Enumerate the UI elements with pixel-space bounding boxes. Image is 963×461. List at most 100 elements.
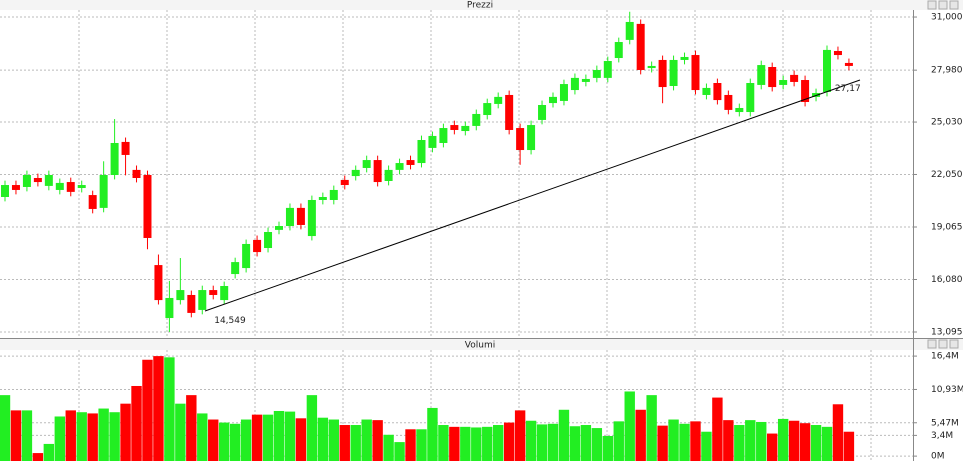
volume-bar <box>87 413 98 461</box>
volume-bar <box>21 410 33 461</box>
candle-body <box>779 80 788 85</box>
y-tick-label: 5,47M <box>931 418 959 428</box>
volume-bar <box>657 425 668 461</box>
candle-body <box>570 77 579 91</box>
candle-body <box>77 185 86 189</box>
volume-bar <box>449 426 460 461</box>
candle-body <box>647 65 656 69</box>
volume-bar <box>536 424 548 461</box>
candle-body <box>275 226 283 230</box>
volume-bar <box>635 409 646 461</box>
candle-body <box>603 61 612 78</box>
candle-body <box>55 182 64 190</box>
volume-bar <box>339 425 350 461</box>
candle-body <box>362 160 371 168</box>
volume-bar <box>416 429 427 461</box>
volume-bar <box>208 419 219 461</box>
volume-bar <box>306 395 318 461</box>
volume-bar <box>32 453 44 461</box>
y-tick-label: 10,93M <box>931 385 963 395</box>
candle-body <box>318 196 327 200</box>
candle-body <box>220 286 229 301</box>
volume-bar <box>723 420 734 461</box>
volume-bar <box>788 420 800 461</box>
y-tick-label: 3,4M <box>931 431 953 441</box>
minimize-button[interactable] <box>927 0 937 10</box>
candle-body <box>242 243 251 269</box>
candle-body <box>483 103 492 116</box>
candle-body <box>801 80 810 103</box>
volume-bar <box>328 419 339 461</box>
candle-body <box>11 185 20 190</box>
candle-body <box>505 94 514 130</box>
candle-body <box>450 125 459 130</box>
volume-bar <box>602 435 613 461</box>
volume-bar <box>295 418 307 461</box>
y-tick-label: 0M <box>931 452 945 461</box>
volume-bar <box>832 404 844 461</box>
volume-bar <box>98 408 109 461</box>
close-button[interactable] <box>949 339 959 349</box>
candle-body <box>494 96 503 104</box>
candle-body <box>669 59 678 86</box>
candle-body <box>592 69 601 78</box>
volume-bar <box>65 410 76 461</box>
y-tick-label: 27,980 <box>931 66 963 76</box>
candle-body <box>121 141 130 155</box>
candle-body <box>264 232 273 249</box>
volume-bar <box>690 421 701 461</box>
volume-bar <box>591 428 603 461</box>
volume-bar <box>251 414 263 461</box>
candle-body <box>625 21 634 40</box>
volume-bar <box>821 426 833 461</box>
volume-bar <box>262 414 274 461</box>
candle-body <box>296 207 305 225</box>
candle-body <box>351 169 360 177</box>
maximize-button[interactable] <box>938 0 948 10</box>
volume-bar <box>273 410 285 461</box>
volume-bar <box>120 403 131 461</box>
volume-bar <box>197 413 208 461</box>
candle-body <box>559 84 568 101</box>
candle-body <box>22 175 31 187</box>
volume-bar <box>240 419 252 461</box>
volume-bar <box>153 356 164 461</box>
volume-bar <box>284 411 296 461</box>
candle-body <box>614 42 623 59</box>
maximize-button[interactable] <box>938 339 948 349</box>
candle-body <box>340 179 349 186</box>
price-title: Prezzi <box>467 1 493 11</box>
volume-bar <box>745 420 756 461</box>
candle-body <box>658 59 667 88</box>
volume-bar <box>756 421 767 461</box>
candle-body <box>285 207 294 227</box>
candle-body <box>768 66 777 88</box>
volume-bar <box>701 431 712 461</box>
minimize-button[interactable] <box>927 339 937 349</box>
candle-body <box>231 262 240 275</box>
volume-bar <box>350 425 361 461</box>
volume-bar <box>164 357 175 461</box>
candle-body <box>307 199 316 237</box>
candle-body <box>88 195 97 209</box>
candle-body <box>516 128 525 151</box>
volume-bar <box>372 420 383 461</box>
candle-body <box>538 104 547 120</box>
annotation: 14,549 <box>214 316 246 326</box>
volume-bar <box>624 391 635 461</box>
candle-body <box>143 175 152 238</box>
volume-bar <box>76 412 87 461</box>
volume-bar <box>0 395 11 461</box>
volume-bar <box>186 395 197 461</box>
candle-body <box>395 163 404 170</box>
candle-body <box>428 135 437 148</box>
volume-bar <box>503 422 515 461</box>
volume-bar <box>646 395 657 461</box>
candle-body <box>384 169 393 181</box>
candle-body <box>373 160 382 183</box>
volume-bar <box>317 417 329 461</box>
volume-bar <box>109 412 120 461</box>
candle-body <box>844 62 853 66</box>
close-button[interactable] <box>949 0 959 10</box>
